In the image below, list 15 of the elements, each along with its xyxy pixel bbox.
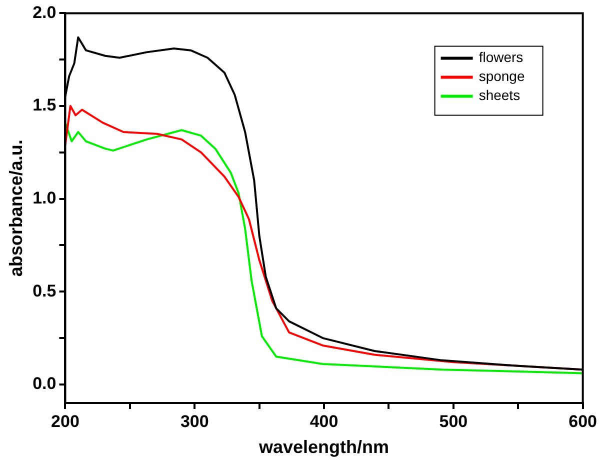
y-tick-label: 2.0 <box>32 2 56 22</box>
y-tick-label: 0.5 <box>32 281 56 300</box>
legend-label: flowers <box>478 49 524 66</box>
x-tick-label: 300 <box>180 412 209 431</box>
legend-label: sheets <box>478 87 520 104</box>
x-tick-label: 500 <box>439 412 468 431</box>
legend-label: sponge <box>478 68 525 84</box>
y-tick-label: 1.5 <box>32 96 56 115</box>
x-axis-title: wavelength/nm <box>258 437 390 458</box>
y-tick-label: 0.0 <box>32 374 56 394</box>
x-tick-label: 200 <box>51 412 80 431</box>
x-tick-label: 400 <box>310 412 338 431</box>
x-tick-label: 600 <box>568 412 598 431</box>
y-axis-title: absorbance/a.u. <box>6 140 26 277</box>
y-tick-label: 1.0 <box>32 188 56 208</box>
